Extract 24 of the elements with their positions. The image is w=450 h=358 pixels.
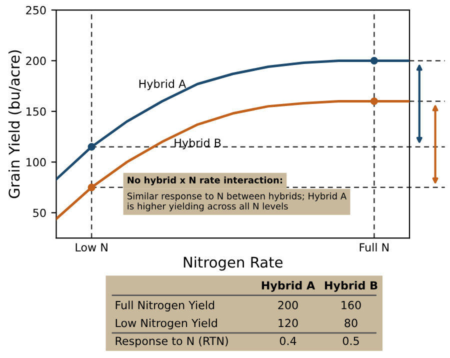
y-axis-title: Grain Yield (bu/acre)	[8, 50, 22, 198]
y-tick-label: 200	[26, 56, 46, 66]
y-tick-label: 150	[26, 107, 46, 116]
text: 200	[278, 300, 298, 310]
text: Full Nitrogen Yield	[116, 300, 214, 312]
x-axis-title: Nitrogen Rate	[184, 256, 282, 271]
text: 120	[278, 318, 298, 328]
y-tick-label: 250	[26, 6, 46, 14]
annotation: Similar response to N between hybrids; Hybrid A is higher yielding across all N levels	[127, 192, 347, 212]
text: 0.5	[342, 336, 359, 346]
x-tick-label: Low N	[76, 243, 108, 252]
text: 160	[342, 300, 361, 310]
text: 80	[344, 318, 358, 328]
x-tick-label: Full N	[360, 242, 389, 252]
text: Response to N (RTN)	[116, 336, 228, 348]
y-tick-label: 100	[26, 158, 46, 166]
y-tick-label: 50	[33, 208, 46, 218]
text: Hybrid B	[324, 280, 378, 292]
series-label: Hybrid A	[139, 79, 186, 90]
text: 0.4	[280, 336, 296, 346]
text: Low Nitrogen Yield	[116, 318, 217, 330]
text: Hybrid A	[262, 280, 316, 292]
series-label: Hybrid B	[174, 138, 221, 150]
annotation: No hybrid x N rate interaction:	[128, 176, 282, 186]
